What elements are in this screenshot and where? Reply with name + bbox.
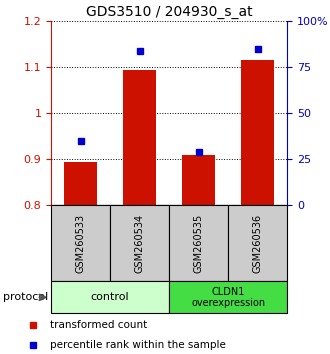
Bar [110, 205, 169, 281]
Text: GSM260535: GSM260535 [194, 214, 204, 273]
Bar [64, 161, 97, 205]
Text: GSM260536: GSM260536 [252, 214, 263, 273]
Text: CLDN1
overexpression: CLDN1 overexpression [191, 286, 265, 308]
Bar [169, 205, 228, 281]
Bar [241, 60, 274, 205]
Title: GDS3510 / 204930_s_at: GDS3510 / 204930_s_at [86, 5, 252, 19]
Text: GSM260533: GSM260533 [76, 214, 86, 273]
Bar [51, 281, 169, 313]
Bar [51, 205, 110, 281]
Bar [228, 205, 287, 281]
Text: GSM260534: GSM260534 [135, 214, 145, 273]
Text: percentile rank within the sample: percentile rank within the sample [50, 340, 225, 350]
Text: control: control [91, 292, 129, 302]
Text: protocol: protocol [3, 292, 48, 302]
Bar [123, 69, 156, 205]
Bar [182, 155, 215, 205]
Text: transformed count: transformed count [50, 320, 147, 330]
Bar [169, 281, 287, 313]
